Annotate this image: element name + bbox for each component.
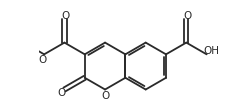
Text: O: O: [62, 11, 70, 21]
Text: O: O: [58, 87, 66, 97]
Text: O: O: [101, 90, 109, 100]
Text: O: O: [183, 11, 192, 21]
Text: O: O: [39, 55, 47, 64]
Text: OH: OH: [204, 46, 220, 56]
